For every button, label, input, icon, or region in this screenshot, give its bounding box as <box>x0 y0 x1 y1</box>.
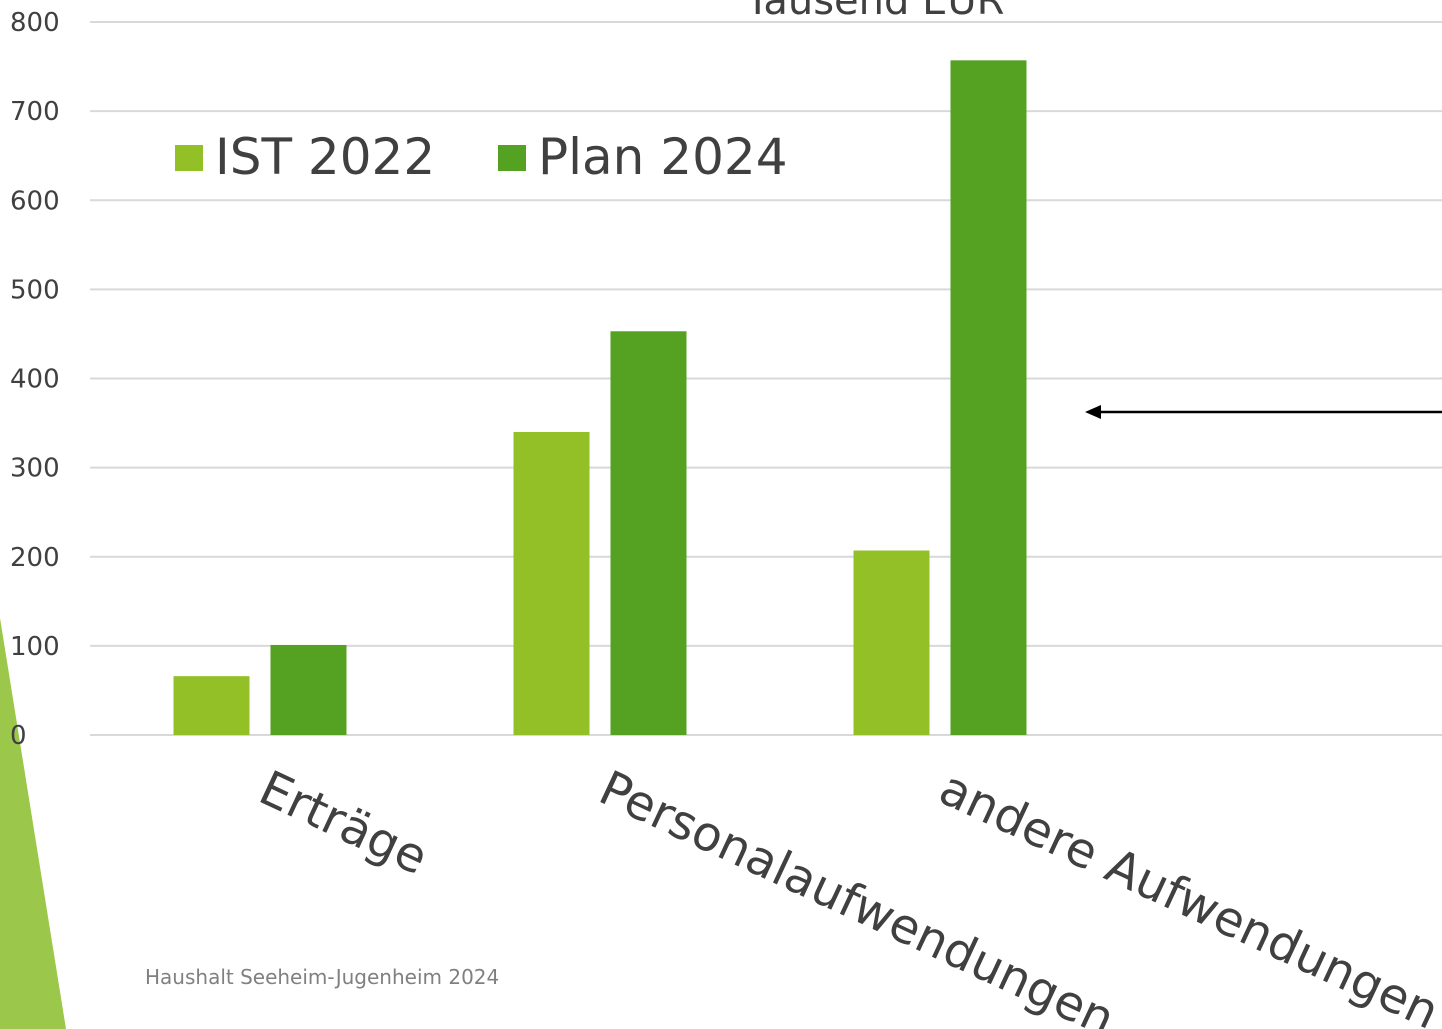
y-tick-label: 700 <box>10 97 60 127</box>
bar <box>513 431 590 735</box>
arrow <box>1085 405 1442 419</box>
bar <box>173 676 250 735</box>
bar <box>950 60 1027 736</box>
y-tick-label: 400 <box>10 365 60 395</box>
legend-label: Plan 2024 <box>538 128 788 186</box>
bar <box>270 644 347 735</box>
arrow-head <box>1085 405 1101 419</box>
chart-title: Tausend EUR <box>745 0 1005 24</box>
y-tick-label: 800 <box>10 8 60 38</box>
x-tick-label: Erträge <box>251 760 436 886</box>
y-tick-label: 600 <box>10 186 60 216</box>
bar <box>610 331 687 735</box>
y-tick-label: 200 <box>10 543 60 573</box>
footer: Haushalt Seeheim-Jugenheim 2024 <box>145 965 499 989</box>
legend-swatch <box>175 145 203 171</box>
y-tick-label: 500 <box>10 275 60 305</box>
decoration-triangle <box>0 618 66 1029</box>
legend-swatch <box>498 145 526 171</box>
y-tick-label: 0 <box>10 721 27 751</box>
bar <box>853 550 930 735</box>
legend-label: IST 2022 <box>215 128 435 186</box>
y-tick-label: 300 <box>10 454 60 484</box>
y-tick-label: 100 <box>10 632 60 662</box>
